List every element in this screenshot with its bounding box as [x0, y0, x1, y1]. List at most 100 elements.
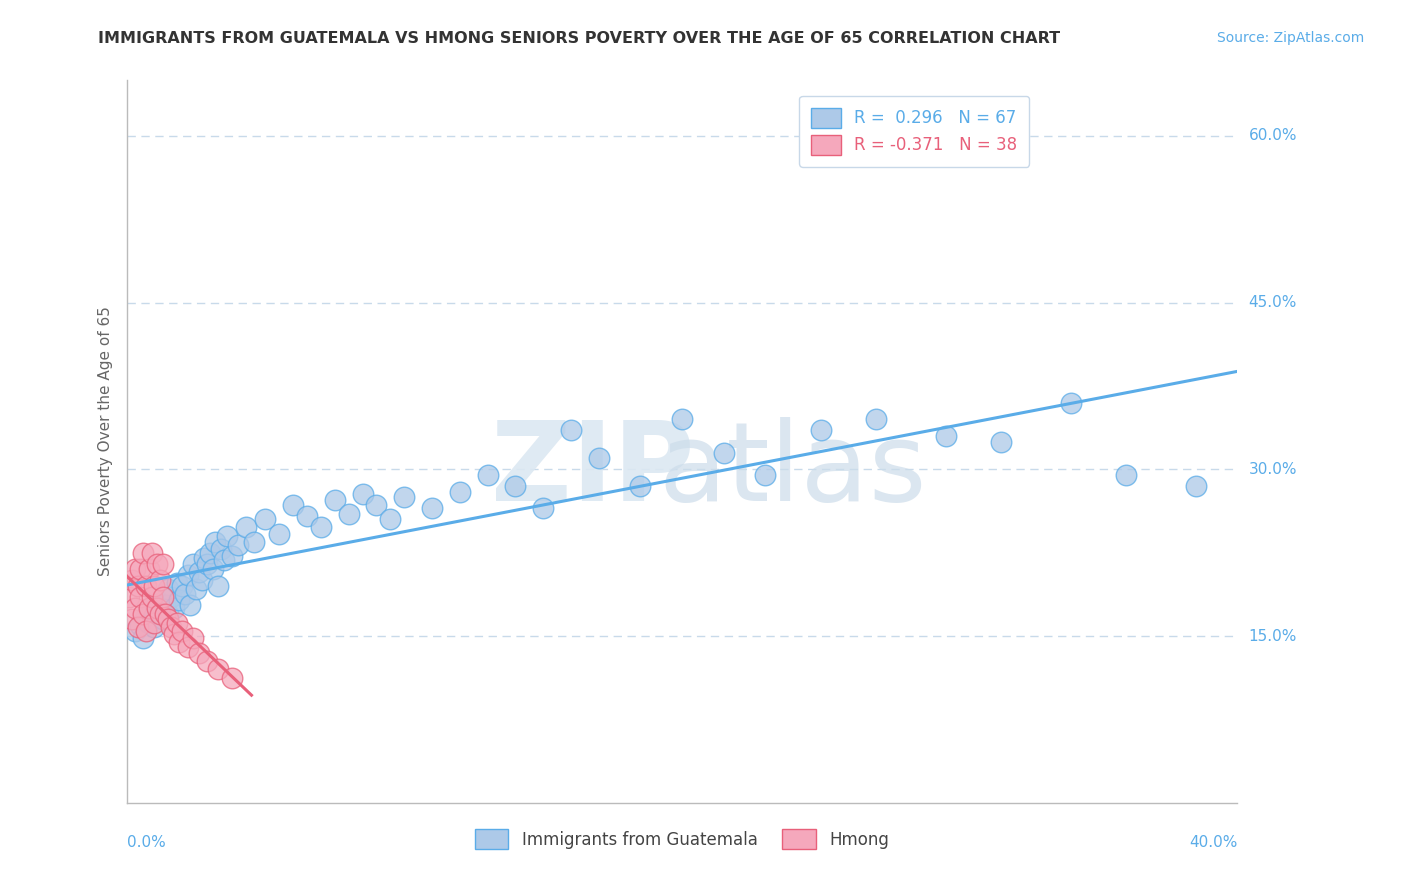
Point [143, 620, 166, 634]
Point [166, 615, 188, 630]
Point [121, 574, 143, 588]
Point [754, 467, 776, 482]
Point [157, 612, 180, 626]
Point [394, 490, 416, 504]
Text: ZIP: ZIP [491, 417, 695, 524]
Point [503, 479, 526, 493]
Point [141, 546, 163, 560]
Text: Source: ZipAtlas.com: Source: ZipAtlas.com [1216, 31, 1364, 45]
Point [141, 601, 163, 615]
Point [628, 479, 651, 493]
Text: 45.0%: 45.0% [1249, 295, 1296, 310]
Point [352, 487, 374, 501]
Point [181, 557, 204, 571]
Point [149, 574, 172, 588]
Point [172, 624, 194, 638]
Point [207, 579, 229, 593]
Point [163, 627, 186, 641]
Point [243, 534, 266, 549]
Point [135, 624, 157, 638]
Point [135, 579, 157, 593]
Point [176, 640, 198, 655]
Point [201, 562, 224, 576]
Point [143, 615, 166, 630]
Point [135, 609, 157, 624]
Point [935, 429, 957, 443]
Point [132, 607, 155, 621]
Point [990, 434, 1012, 449]
Point [155, 607, 177, 621]
Y-axis label: Seniors Poverty Over the Age of 65: Seniors Poverty Over the Age of 65 [97, 307, 112, 576]
Point [160, 620, 183, 634]
Point [138, 562, 160, 576]
Point [588, 451, 610, 466]
Point [179, 598, 201, 612]
Text: atlas: atlas [659, 417, 927, 524]
Point [295, 508, 318, 523]
Point [281, 498, 304, 512]
Point [141, 590, 163, 604]
Point [124, 601, 146, 615]
Point [187, 646, 209, 660]
Point [181, 632, 204, 646]
Point [1115, 467, 1137, 482]
Point [269, 526, 291, 541]
Point [713, 445, 735, 459]
Point [146, 557, 169, 571]
Point [235, 520, 257, 534]
Point [195, 557, 218, 571]
Point [169, 634, 191, 648]
Point [124, 624, 146, 638]
Point [129, 562, 152, 576]
Point [449, 484, 471, 499]
Point [380, 512, 402, 526]
Text: 15.0%: 15.0% [1249, 629, 1296, 643]
Point [309, 520, 332, 534]
Point [810, 424, 832, 438]
Point [198, 546, 221, 560]
Point [337, 507, 360, 521]
Point [209, 542, 232, 557]
Point [254, 512, 277, 526]
Point [187, 565, 209, 579]
Text: 40.0%: 40.0% [1189, 835, 1237, 850]
Point [173, 587, 195, 601]
Point [152, 612, 174, 626]
Point [160, 590, 183, 604]
Point [865, 412, 887, 426]
Point [176, 568, 198, 582]
Point [157, 582, 180, 597]
Point [671, 412, 693, 426]
Point [190, 574, 212, 588]
Point [1060, 395, 1083, 409]
Point [129, 618, 152, 632]
Point [118, 590, 141, 604]
Point [477, 467, 499, 482]
Point [127, 620, 149, 634]
Point [420, 501, 443, 516]
Point [152, 557, 174, 571]
Point [166, 575, 188, 590]
Point [226, 538, 249, 552]
Point [124, 562, 146, 576]
Point [184, 582, 207, 597]
Point [157, 607, 180, 621]
Text: IMMIGRANTS FROM GUATEMALA VS HMONG SENIORS POVERTY OVER THE AGE OF 65 CORRELATIO: IMMIGRANTS FROM GUATEMALA VS HMONG SENIO… [98, 31, 1060, 46]
Point [207, 662, 229, 676]
Point [127, 579, 149, 593]
Point [212, 553, 235, 567]
Point [143, 579, 166, 593]
Point [560, 424, 582, 438]
Point [152, 590, 174, 604]
Point [146, 601, 169, 615]
Legend: Immigrants from Guatemala, Hmong: Immigrants from Guatemala, Hmong [465, 819, 898, 860]
Point [215, 529, 238, 543]
Text: 60.0%: 60.0% [1249, 128, 1296, 144]
Text: 0.0%: 0.0% [127, 835, 166, 850]
Point [149, 596, 172, 610]
Point [138, 615, 160, 630]
Point [132, 632, 155, 646]
Point [155, 598, 177, 612]
Point [149, 607, 172, 621]
Point [129, 590, 152, 604]
